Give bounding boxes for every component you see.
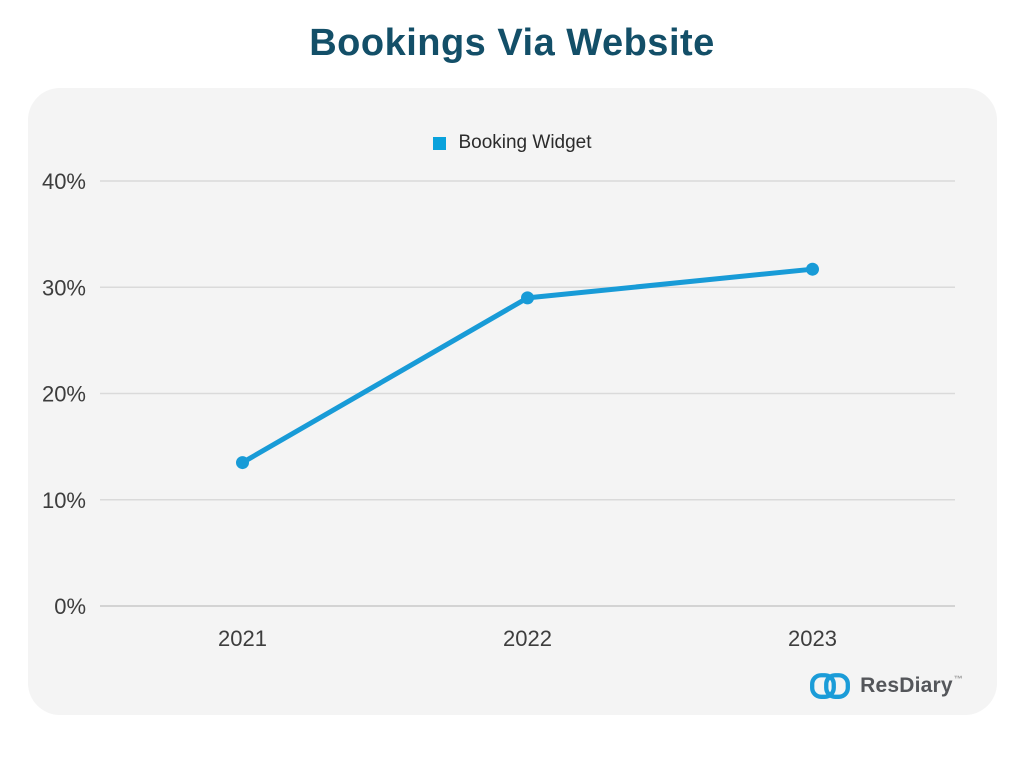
data-point bbox=[806, 262, 819, 276]
x-tick-label: 2023 bbox=[788, 626, 837, 651]
chart-legend: Booking Widget bbox=[28, 132, 997, 154]
y-tick-label: 40% bbox=[42, 169, 86, 194]
page-title: Bookings Via Website bbox=[309, 22, 715, 64]
x-tick-label: 2021 bbox=[218, 626, 267, 651]
y-tick-label: 10% bbox=[42, 488, 86, 513]
y-tick-label: 30% bbox=[42, 275, 86, 300]
data-point bbox=[521, 291, 534, 305]
x-tick-label: 2022 bbox=[503, 626, 552, 651]
chart-panel: 0% 10% 20% 30% 40% 2021 2022 2023 Booking Widge… bbox=[28, 88, 997, 715]
resdiary-wordmark: ResDiary™ bbox=[860, 674, 963, 697]
y-tick-label: 20% bbox=[42, 382, 86, 407]
legend-swatch-icon bbox=[433, 136, 447, 150]
legend-label: Booking Widget bbox=[458, 132, 592, 153]
chart-svg: 0% 10% 20% 30% 40% 2021 2022 2023 bbox=[42, 169, 955, 651]
y-tick-label: 0% bbox=[54, 594, 86, 619]
trademark-symbol: ™ bbox=[953, 674, 963, 684]
resdiary-infinity-icon bbox=[809, 671, 851, 701]
resdiary-logo: ResDiary™ bbox=[809, 671, 963, 701]
data-point bbox=[236, 456, 249, 470]
